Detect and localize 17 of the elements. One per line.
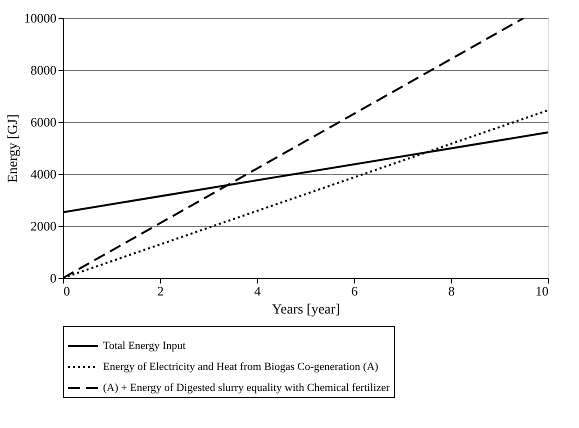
x-tick-label: 0 [64,284,70,298]
y-axis-title: Energy [GJ] [6,114,21,183]
x-tick-label: 6 [351,284,358,298]
x-tick-label: 4 [254,284,262,298]
y-tick-label: 6000 [30,114,56,130]
x-axis-title: Years [year] [272,302,340,318]
x-tick-label: 10 [536,284,548,298]
x-tick-label: 2 [157,284,164,298]
y-tick-label: 2000 [30,218,56,234]
legend-label: Energy of Electricity and Heat from Biogas Co-generation (A) [103,361,379,373]
y-tick-label: 10000 [24,10,56,26]
legend-label: Total Energy Input [103,340,186,352]
y-tick-label: 0 [50,270,56,286]
x-tick-label: 8 [448,284,455,298]
y-tick-label: 4000 [30,166,56,182]
y-tick-label: 8000 [30,62,56,78]
legend-label: (A) + Energy of Digested slurry equality with Chemical fertilizer [103,382,390,394]
